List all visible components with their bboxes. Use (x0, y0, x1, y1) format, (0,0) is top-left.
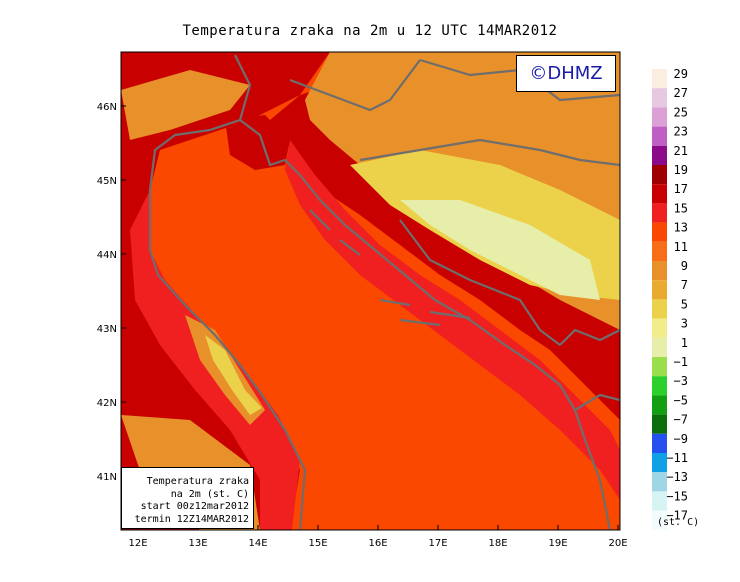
legend-swatch (652, 453, 667, 473)
map-title: Temperatura zraka na 2m u 12 UTC 14MAR20… (182, 23, 558, 39)
legend-swatch (652, 376, 667, 396)
legend-swatch (652, 88, 667, 108)
apennine-cool (205, 335, 262, 415)
legend-swatch (652, 222, 667, 242)
legend-swatch (652, 299, 667, 319)
legend-swatch (652, 69, 667, 89)
border-slovenia (289, 59, 421, 112)
legend-label: 9 (681, 259, 688, 273)
balkan-inland-cold (400, 200, 600, 300)
legend-swatch (652, 510, 667, 530)
border-montenegro (559, 328, 620, 346)
legend-swatch (652, 280, 667, 300)
lon-label: 18E (488, 538, 507, 549)
lon-label: 14E (248, 538, 267, 549)
map-frame (120, 51, 621, 531)
legend-label: 25 (674, 105, 688, 119)
legend-swatch (652, 184, 667, 204)
legend-label: −9 (674, 432, 688, 446)
border-bosnia-south (399, 219, 561, 346)
border-croatia-bosnia (359, 138, 620, 167)
lon-label: 20E (608, 538, 627, 549)
legend-label: −13 (666, 470, 688, 484)
legend-swatch (652, 337, 667, 357)
istria-coastline (239, 119, 301, 176)
legend-label: −5 (674, 393, 688, 407)
info-line-3: start 00z12mar2012 (140, 501, 249, 512)
legend-swatch (652, 203, 667, 223)
legend-swatch (652, 318, 667, 338)
legend-swatch (652, 357, 667, 377)
legend-swatch (652, 395, 667, 415)
legend-label: 15 (674, 201, 688, 215)
italy-coastline (148, 54, 307, 530)
legend-label: −3 (674, 374, 688, 388)
legend-swatch (652, 491, 667, 511)
legend-label: −1 (674, 355, 688, 369)
lat-label: 43N (97, 324, 117, 335)
lon-label: 19E (548, 538, 567, 549)
lat-label: 44N (97, 250, 117, 261)
legend-units: (st. C) (657, 517, 700, 528)
legend-swatch (652, 433, 667, 453)
legend-label: 29 (674, 67, 688, 81)
lon-label: 15E (308, 538, 327, 549)
dalmatian-coast-band (285, 140, 620, 500)
legend-label: 5 (681, 297, 688, 311)
legend-label: 11 (674, 240, 688, 254)
legend-label: −17 (666, 509, 688, 523)
legend-label: 7 (681, 278, 688, 292)
legend-swatch (652, 414, 667, 434)
legend-label: 27 (674, 86, 688, 100)
legend-label: 17 (674, 182, 688, 196)
legend-label: 21 (674, 144, 688, 158)
lat-label: 45N (97, 176, 117, 187)
legend-swatch (652, 261, 667, 281)
info-line-4: termin 12Z14MAR2012 (134, 513, 249, 525)
italy-land (121, 52, 330, 530)
legend-label: −7 (674, 413, 688, 427)
croatia-coastline (299, 174, 612, 530)
dhmz-watermark: ©DHMZ (516, 55, 616, 92)
legend-label: 1 (681, 336, 688, 350)
islands (309, 209, 471, 327)
legend-swatch (652, 165, 667, 185)
italy-inner-mid (121, 70, 250, 140)
border-albania (574, 393, 620, 411)
legend-label: 23 (674, 125, 688, 139)
legend-label: 19 (674, 163, 688, 177)
info-line-2: na 2m (st. C) (170, 488, 249, 500)
legend-swatch (652, 145, 667, 165)
legend-swatch (652, 241, 667, 261)
lon-label: 16E (368, 538, 387, 549)
lat-label: 46N (97, 102, 117, 113)
lat-label: 42N (97, 398, 117, 409)
legend-label: 13 (674, 221, 688, 235)
lat-label: 41N (97, 472, 117, 483)
lon-label: 12E (128, 538, 147, 549)
istria-warm (225, 115, 290, 170)
lon-label: 17E (428, 538, 447, 549)
lon-label: 13E (188, 538, 207, 549)
legend-swatch (652, 107, 667, 127)
legend-label: −11 (666, 451, 688, 465)
legend-label: 3 (681, 317, 688, 331)
info-line-1: Temperatura zraka (146, 476, 249, 487)
legend-label: −15 (666, 489, 688, 503)
legend-swatch (652, 472, 667, 492)
info-box: Temperatura zraka na 2m (st. C) start 00… (121, 467, 254, 529)
legend-swatch (652, 126, 667, 146)
